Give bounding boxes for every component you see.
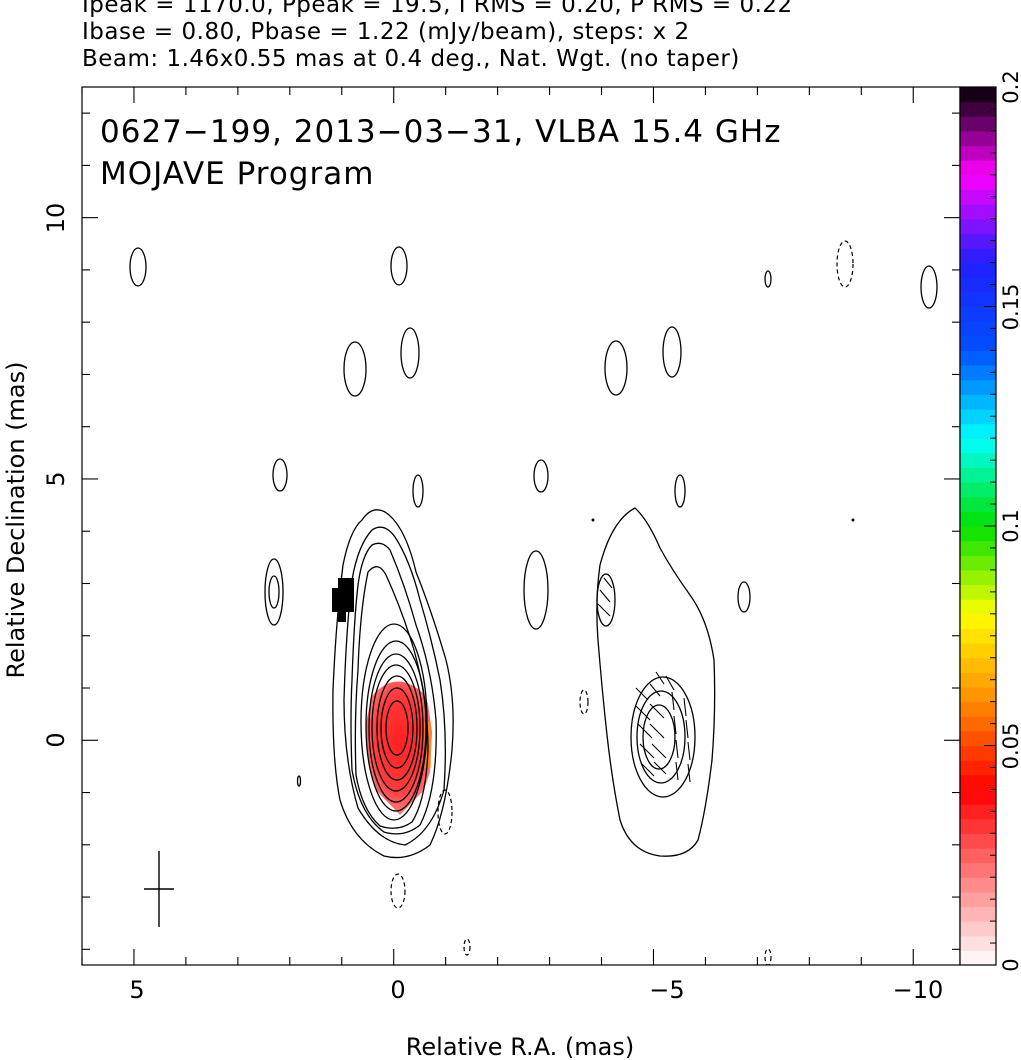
colorbar-band — [960, 935, 996, 951]
colorbar-band — [960, 130, 996, 147]
x-axis-title: Relative R.A. (mas) — [406, 1033, 634, 1060]
colorbar-tick-label: 0.15 — [999, 284, 1021, 331]
colorbar-tick-label: 0.2 — [999, 70, 1021, 103]
colorbar-band — [960, 423, 996, 439]
colorbar-band — [960, 862, 996, 878]
y-tick-label: 0 — [42, 732, 70, 747]
colorbar-band — [960, 891, 996, 908]
colorbar-band — [960, 818, 996, 834]
colorbar-band — [960, 394, 996, 410]
colorbar-band — [960, 335, 996, 351]
x-tick-label: 5 — [129, 976, 144, 1004]
colorbar-tick-label: 0.1 — [999, 509, 1021, 542]
colorbar-band — [960, 555, 996, 571]
colorbar-band — [960, 482, 996, 498]
header-base-line: Ibase = 0.80, Pbase = 1.22 (mJy/beam), s… — [82, 19, 690, 45]
colorbar-band — [960, 672, 996, 688]
colorbar-band — [960, 277, 996, 293]
colorbar-band — [960, 467, 996, 483]
colorbar-band — [960, 833, 996, 849]
colorbar-band — [960, 438, 996, 454]
plot-subtitle: MOJAVE Program — [100, 156, 374, 192]
colorbar-band — [960, 379, 996, 395]
colorbar-band — [960, 950, 996, 966]
colorbar-tick-label: 0.05 — [999, 723, 1021, 770]
colorbar-band — [960, 526, 996, 542]
colorbar-band — [960, 774, 996, 790]
colorbar-tick-labels: 0 0.05 0.1 0.15 0.2 — [999, 70, 1021, 971]
colorbar-band — [960, 189, 996, 205]
colorbar-band — [960, 174, 996, 191]
colorbar-band — [960, 613, 996, 630]
colorbar-band — [960, 204, 996, 220]
colorbar-band — [960, 701, 996, 717]
colorbar-band — [960, 847, 996, 864]
colorbar-band — [960, 511, 996, 527]
colorbar-band — [960, 628, 996, 644]
x-tick-label: −5 — [649, 976, 684, 1004]
colorbar-band — [960, 643, 996, 659]
black-polarization-pixel — [332, 578, 354, 622]
colorbar-band — [960, 686, 996, 703]
noise-contours — [129, 246, 938, 787]
map-header: Ipeak = 1170.0, Ppeak = 19.5, I RMS = 0.… — [82, 0, 982, 73]
colorbar-band — [960, 247, 996, 264]
negative-contours — [390, 240, 854, 965]
colorbar-band — [960, 599, 996, 615]
colorbar-band — [960, 921, 996, 937]
colorbar-tick-label: 0 — [999, 958, 1021, 971]
colorbar-band — [960, 218, 996, 234]
core-contours — [332, 509, 454, 859]
colorbar — [960, 87, 996, 966]
colorbar-band — [960, 657, 996, 673]
colorbar-band — [960, 730, 996, 747]
beam-cross — [144, 851, 174, 927]
colorbar-band — [960, 716, 996, 732]
header-peak-line: Ipeak = 1170.0, Ppeak = 19.5, I RMS = 0.… — [82, 0, 793, 18]
colorbar-band — [960, 496, 996, 512]
colorbar-band — [960, 101, 996, 117]
colorbar-band — [960, 262, 996, 278]
header-beam-line: Beam: 1.46x0.55 mas at 0.4 deg., Nat. Wg… — [82, 46, 740, 72]
axis-ticks — [81, 87, 960, 965]
colorbar-band — [960, 760, 996, 776]
colorbar-band — [960, 365, 996, 381]
plot-title: 0627−199, 2013−03−31, VLBA 15.4 GHz — [100, 114, 781, 150]
colorbar-band — [960, 145, 996, 161]
map-area — [129, 240, 938, 965]
colorbar-band — [960, 452, 996, 469]
colorbar-band — [960, 116, 996, 132]
colorbar-band — [960, 906, 996, 922]
x-tick-label: −10 — [893, 976, 944, 1004]
colorbar-band — [960, 745, 996, 761]
colorbar-band — [960, 540, 996, 556]
y-axis-title: Relative Declination (mas) — [2, 361, 30, 678]
colorbar-band — [960, 584, 996, 600]
x-tick-labels: 5 0 −5 −10 — [129, 976, 943, 1004]
colorbar-band — [960, 789, 996, 805]
x-tick-label: 0 — [390, 976, 405, 1004]
colorbar-band — [960, 877, 996, 893]
colorbar-band — [960, 569, 996, 586]
colorbar-band — [960, 321, 996, 337]
colorbar-band — [960, 804, 996, 820]
colorbar-band — [960, 306, 996, 322]
y-tick-label: 10 — [42, 203, 70, 234]
colorbar-band — [960, 87, 996, 103]
colorbar-band — [960, 160, 996, 176]
plot-frame — [81, 86, 961, 966]
polarization-vectors — [597, 577, 691, 783]
colorbar-band — [960, 291, 996, 308]
colorbar-band — [960, 233, 996, 249]
colorbar-band — [960, 350, 996, 366]
colorbar-ticks — [984, 86, 996, 966]
core-color-blob — [366, 681, 432, 815]
y-tick-labels: 0 5 10 — [42, 203, 70, 748]
colorbar-band — [960, 408, 996, 425]
jet-contours — [596, 507, 716, 857]
y-tick-label: 5 — [42, 471, 70, 486]
